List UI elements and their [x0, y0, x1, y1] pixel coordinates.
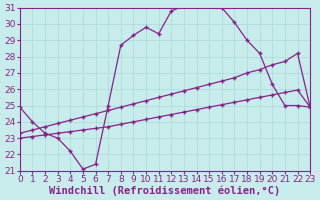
- X-axis label: Windchill (Refroidissement éolien,°C): Windchill (Refroidissement éolien,°C): [49, 185, 281, 196]
